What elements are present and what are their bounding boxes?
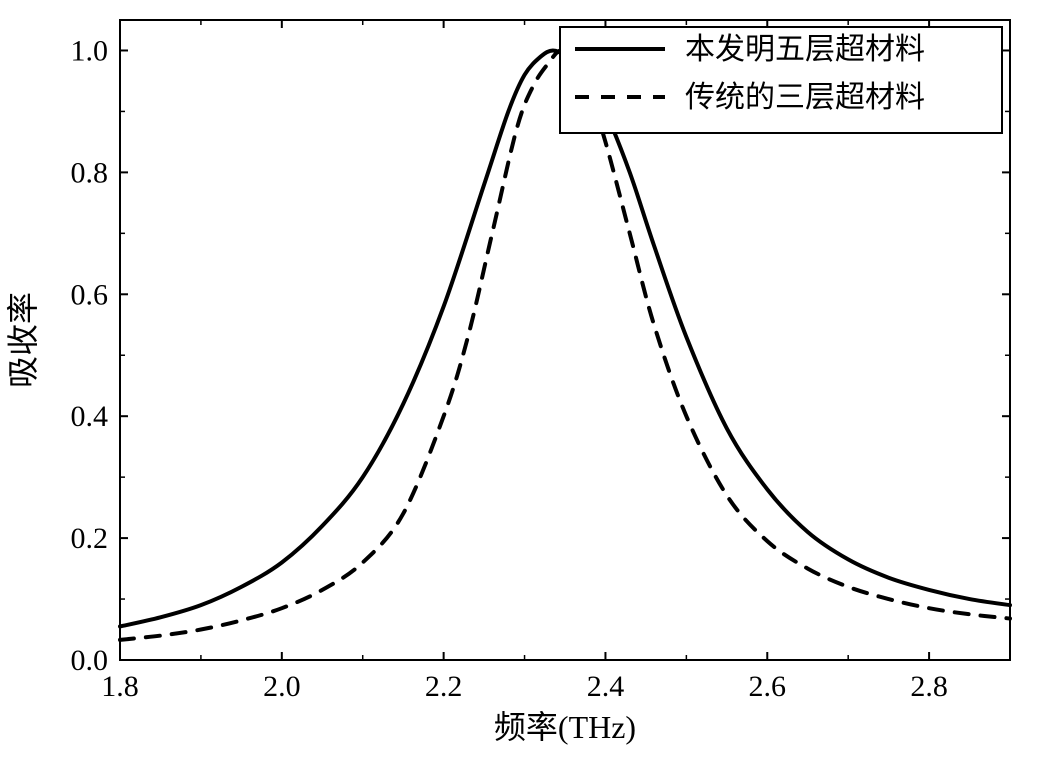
y-axis-label: 吸收率: [5, 292, 41, 388]
x-axis-label: 频率(THz): [494, 709, 636, 745]
y-tick-label: 0.0: [71, 644, 109, 677]
legend-item-label: 传统的三层超材料: [685, 81, 925, 114]
x-tick-label: 2.6: [749, 670, 787, 703]
chart-container: 1.82.02.22.42.62.80.00.20.40.60.81.0频率(T…: [0, 0, 1042, 773]
legend-item-label: 本发明五层超材料: [685, 33, 925, 66]
x-tick-label: 2.4: [587, 670, 625, 703]
series-line-0: [120, 50, 1010, 626]
series-line-1: [120, 50, 1010, 639]
y-tick-label: 0.2: [71, 522, 109, 555]
absorption-chart: 1.82.02.22.42.62.80.00.20.40.60.81.0频率(T…: [0, 0, 1042, 773]
x-tick-label: 2.2: [425, 670, 463, 703]
x-tick-label: 2.0: [263, 670, 301, 703]
y-tick-label: 1.0: [71, 34, 109, 67]
x-tick-label: 2.8: [910, 670, 948, 703]
y-tick-label: 0.8: [71, 156, 109, 189]
y-tick-label: 0.4: [71, 400, 109, 433]
y-tick-label: 0.6: [71, 278, 109, 311]
